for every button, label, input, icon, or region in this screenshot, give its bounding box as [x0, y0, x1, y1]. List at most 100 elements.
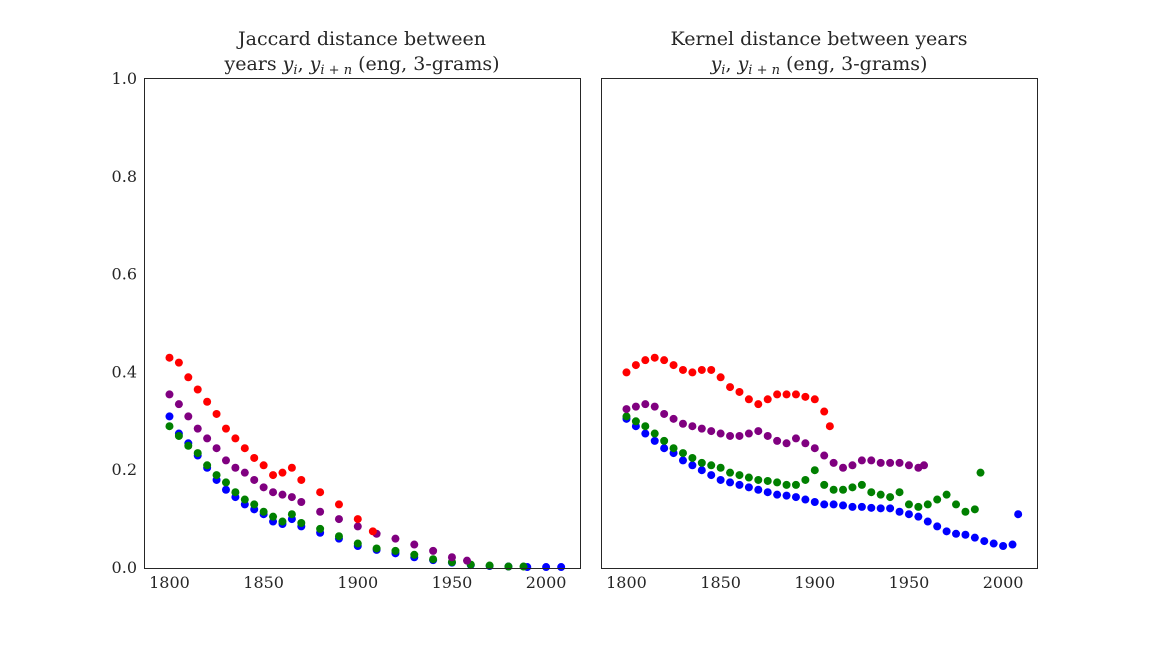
data-point — [754, 427, 763, 436]
data-point — [999, 541, 1008, 550]
data-point — [942, 490, 951, 499]
kernel-title-line2: yi, yi + n (eng, 3-grams) — [710, 53, 928, 78]
data-point — [754, 475, 763, 484]
data-point — [904, 510, 913, 519]
data-point — [707, 461, 716, 470]
data-point — [857, 480, 866, 489]
data-point — [820, 407, 829, 416]
data-point — [735, 480, 744, 489]
data-point — [763, 476, 772, 485]
data-point — [212, 409, 221, 418]
kernel-plot-area: 1800 1850 1900 1950 2000 — [606, 353, 1023, 592]
data-point — [782, 439, 791, 448]
data-point — [876, 490, 885, 499]
data-point — [825, 422, 834, 431]
data-point — [744, 473, 753, 482]
data-point — [876, 458, 885, 467]
data-point — [678, 449, 687, 458]
data-point — [203, 461, 212, 470]
data-point — [782, 390, 791, 399]
data-point — [829, 485, 838, 494]
data-point — [660, 356, 669, 365]
data-point — [287, 463, 296, 472]
data-point — [678, 365, 687, 374]
data-point — [895, 458, 904, 467]
data-point — [744, 483, 753, 492]
data-point — [810, 497, 819, 506]
data-point — [259, 461, 268, 470]
data-point — [660, 409, 669, 418]
data-point — [857, 502, 866, 511]
data-point — [334, 500, 343, 509]
data-point — [773, 490, 782, 499]
data-point — [165, 412, 174, 421]
data-point — [316, 524, 325, 533]
data-point — [886, 458, 895, 467]
data-point — [165, 390, 174, 399]
series-2 — [622, 400, 929, 472]
data-point — [867, 488, 876, 497]
y-tick-label: 0.0 — [112, 558, 137, 577]
data-point — [848, 483, 857, 492]
data-point — [221, 456, 230, 465]
data-point — [519, 562, 528, 571]
data-point — [895, 507, 904, 516]
data-point — [876, 504, 885, 513]
y-tick-label: 0.4 — [112, 362, 137, 381]
data-point — [557, 563, 566, 572]
jaccard-panel: Jaccard distance between years yi, yi + … — [112, 28, 581, 592]
jaccard-axes-frame — [144, 78, 581, 569]
data-point — [904, 500, 913, 509]
data-point — [184, 441, 193, 450]
data-point — [193, 424, 202, 433]
data-point — [622, 412, 631, 421]
data-point — [716, 373, 725, 382]
y-tick-label: 0.2 — [112, 460, 137, 479]
data-point — [970, 505, 979, 514]
data-point — [287, 510, 296, 519]
data-point — [269, 512, 278, 521]
data-point — [801, 392, 810, 401]
data-point — [754, 485, 763, 494]
data-point — [867, 456, 876, 465]
data-point — [716, 475, 725, 484]
data-point — [184, 412, 193, 421]
data-point — [952, 500, 961, 509]
data-point — [650, 402, 659, 411]
data-point — [735, 387, 744, 396]
x-tick-label: 1950 — [432, 573, 473, 592]
data-point — [269, 488, 278, 497]
data-point — [542, 563, 551, 572]
data-point — [463, 556, 472, 565]
data-point — [174, 431, 183, 440]
data-point — [297, 519, 306, 528]
data-point — [688, 461, 697, 470]
data-point — [726, 468, 735, 477]
data-point — [886, 493, 895, 502]
data-point — [678, 456, 687, 465]
data-point — [231, 488, 240, 497]
data-point — [697, 466, 706, 475]
data-point — [660, 436, 669, 445]
series-2 — [165, 390, 472, 565]
data-point — [259, 507, 268, 516]
data-point — [744, 429, 753, 438]
data-point — [669, 361, 678, 370]
x-tick-label: 2000 — [526, 573, 567, 592]
data-point — [914, 512, 923, 521]
data-point — [410, 540, 419, 549]
data-point — [278, 517, 287, 526]
data-point — [820, 451, 829, 460]
data-point — [410, 550, 419, 559]
data-point — [353, 515, 362, 524]
data-point — [791, 493, 800, 502]
data-point — [165, 353, 174, 362]
data-point — [278, 490, 287, 499]
series-1 — [622, 412, 985, 516]
y-tick-label: 0.6 — [112, 265, 137, 284]
data-point — [429, 555, 438, 564]
data-point — [820, 480, 829, 489]
data-point — [886, 504, 895, 513]
data-point — [716, 429, 725, 438]
